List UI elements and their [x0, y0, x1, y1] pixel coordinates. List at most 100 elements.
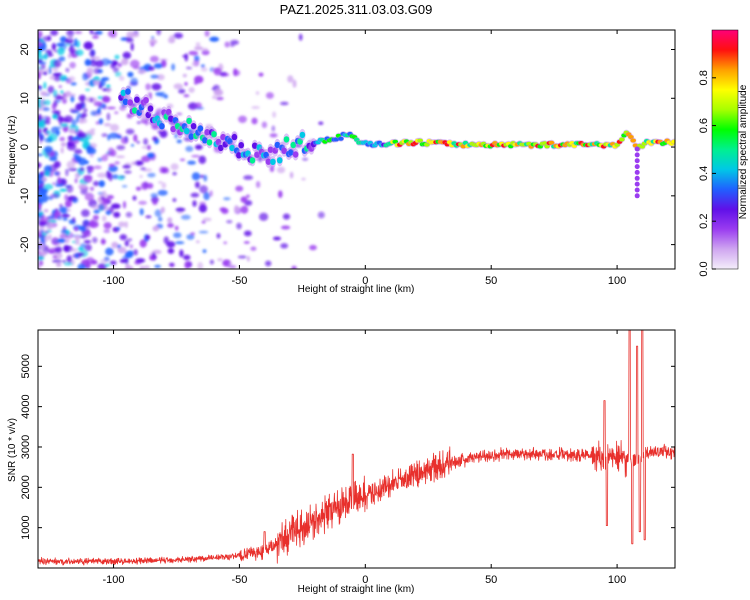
spectrogram-cell — [76, 115, 80, 123]
spectrogram-cell — [280, 101, 289, 106]
spectrogram-cell — [62, 260, 66, 263]
spectrogram-cell — [185, 145, 194, 152]
spectrogram-cell — [194, 46, 204, 51]
spectrogram-cell — [54, 171, 60, 176]
spectrogram-cell — [48, 66, 52, 75]
spectrogram-cell — [221, 208, 229, 214]
spectrogram-cell — [77, 247, 85, 251]
spectrogram-cell — [107, 30, 117, 38]
spectrogram-cell — [191, 62, 197, 67]
colorbar-tick-label: 0.6 — [698, 118, 710, 133]
spectrogram-cell — [240, 205, 249, 214]
spectrogram-cell — [74, 148, 83, 155]
spectrogram-cell — [38, 50, 43, 56]
spectrogram-cell — [152, 200, 158, 206]
spectrogram-cell — [166, 103, 174, 109]
spectrogram-cell — [38, 113, 42, 122]
spectrogram-cell — [101, 95, 110, 102]
x-tick-label: -50 — [231, 574, 247, 586]
spectrogram-cell — [38, 252, 46, 256]
spectrogram-cell — [205, 124, 213, 129]
spectrogram-cell — [65, 91, 72, 97]
spectrogram-cell — [156, 74, 165, 81]
spectrogram-ridge-cell — [446, 140, 453, 145]
spectrogram-cell — [149, 256, 155, 261]
spectrogram-cell — [222, 72, 230, 77]
snr-x-axis: -100 -50 0 50 100 — [103, 330, 626, 586]
spectrogram-cell — [46, 229, 52, 233]
spectrogram-cell — [143, 265, 150, 269]
spectrogram-cell — [258, 72, 264, 77]
spectrogram-cell — [246, 194, 250, 198]
spectrogram-cell — [195, 42, 201, 47]
spectrogram-cell — [202, 217, 212, 222]
spectrogram-ridge-cell — [206, 139, 213, 146]
spectrogram-ridge-cell — [290, 141, 297, 149]
spectrogram-cell — [83, 41, 94, 50]
spectrogram-cell — [235, 185, 244, 192]
spectrogram-ridge-cell — [537, 144, 544, 149]
spectrogram-cell — [175, 207, 186, 212]
spectrogram-ridge-cell — [227, 138, 233, 145]
y-tick-label: 20 — [19, 43, 31, 55]
y-tick-label: -20 — [19, 237, 31, 253]
spectrogram-cell — [51, 43, 57, 51]
spectrogram-ridge-cell — [288, 149, 294, 156]
spectrogram-cell — [309, 244, 317, 251]
snr-frame — [37, 329, 676, 569]
spectrogram-cell — [159, 129, 168, 138]
spectrogram-ridge-cell — [204, 129, 210, 136]
spectrogram-cell — [99, 78, 106, 87]
spectrogram-cell — [154, 209, 162, 218]
spectrogram-cell — [199, 185, 208, 194]
spectrogram-cell — [77, 263, 86, 269]
spectrogram-cell — [179, 249, 184, 258]
spectrogram-cell — [230, 40, 239, 45]
spectrogram-cell — [133, 249, 138, 256]
spectrogram-ridge-cell — [274, 141, 281, 149]
spectrogram-ridge-cell — [170, 125, 176, 133]
spectrogram-cell — [38, 71, 41, 80]
spectrogram-cell — [127, 238, 132, 242]
spectrogram-cell — [145, 118, 149, 126]
spectrogram-cell — [167, 37, 176, 44]
spectrogram-cell — [58, 85, 62, 89]
spectrogram-cell — [88, 221, 99, 228]
spectrogram-cell — [66, 160, 76, 169]
spectrogram-cell — [75, 253, 79, 258]
spectrogram-cell — [64, 194, 69, 201]
spectrogram-cell — [101, 154, 108, 162]
spectrogram-ridge-cell — [634, 146, 640, 152]
spectrogram-cell — [183, 94, 190, 98]
spectrogram-cell — [124, 221, 128, 229]
spectrogram-cell — [95, 121, 100, 125]
spectrogram-cell — [125, 37, 134, 43]
spectrogram-cell — [147, 66, 155, 71]
spectrogram-cell — [302, 157, 308, 161]
snr-x-axis-label: Height of straight line (km) — [298, 584, 415, 595]
spectrogram-cell — [93, 180, 100, 187]
spectrogram-cell — [113, 211, 121, 218]
spectrogram-cell — [202, 249, 207, 254]
spectrogram-cell — [87, 166, 94, 173]
spectrogram-cell — [186, 66, 193, 70]
spectrogram-ridge-cell — [281, 147, 288, 154]
spectrogram-ridge-cell — [634, 175, 640, 181]
spectrogram-cell — [40, 91, 48, 96]
spectrogram-cell — [77, 132, 87, 139]
spectrogram-cell — [69, 44, 73, 51]
spectrogram-cell — [51, 110, 61, 114]
spectrogram-cell — [73, 38, 78, 47]
spectrogram-cell — [224, 41, 230, 48]
spectrogram-cell — [38, 30, 43, 38]
spectrogram-cell — [106, 84, 111, 89]
spectrogram-cell — [64, 200, 72, 208]
spectrogram-cell — [167, 223, 174, 228]
spectrogram-cell — [145, 215, 152, 219]
spectrogram-cell — [97, 157, 103, 162]
spectrogram-ridge-cell — [634, 169, 640, 175]
spectrogram-cell — [147, 172, 156, 178]
spectrogram-cell — [106, 106, 116, 110]
